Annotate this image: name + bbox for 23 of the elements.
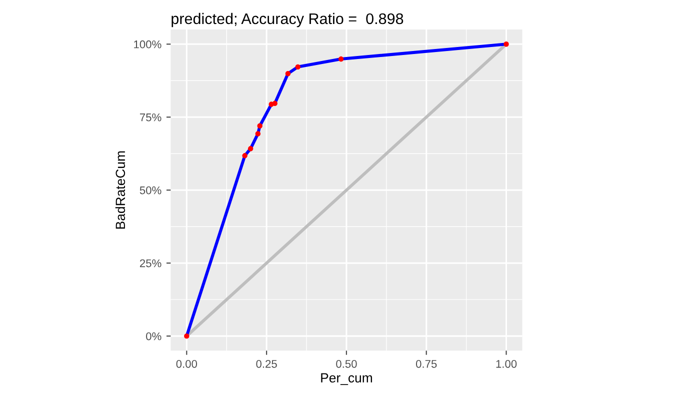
- x-tick-label: 0.50: [336, 360, 357, 368]
- point: [248, 146, 254, 152]
- x-tick-label: 0.00: [176, 360, 198, 368]
- x-tick-label: 0.25: [256, 360, 277, 368]
- x-tick-label: 1.00: [496, 360, 517, 368]
- point: [504, 42, 509, 47]
- point: [338, 56, 344, 62]
- point: [242, 153, 248, 158]
- y-tick-label: 75%: [140, 113, 162, 122]
- y-axis-title: BadRateCum: [115, 151, 126, 229]
- point: [255, 131, 261, 136]
- chart-title: predicted; Accuracy Ratio = 0.898: [172, 12, 404, 28]
- x-tick-label: 0.75: [416, 360, 437, 368]
- y-tick-label: 100%: [134, 40, 162, 48]
- point: [184, 333, 190, 339]
- y-tick-label: 50%: [140, 186, 162, 194]
- point: [257, 123, 262, 128]
- y-tick-label: 0%: [146, 332, 162, 340]
- x-axis-title: Per_cum: [321, 373, 372, 386]
- y-tick-label: 25%: [140, 259, 162, 268]
- point: [285, 71, 291, 76]
- point: [272, 100, 278, 106]
- point: [295, 64, 300, 70]
